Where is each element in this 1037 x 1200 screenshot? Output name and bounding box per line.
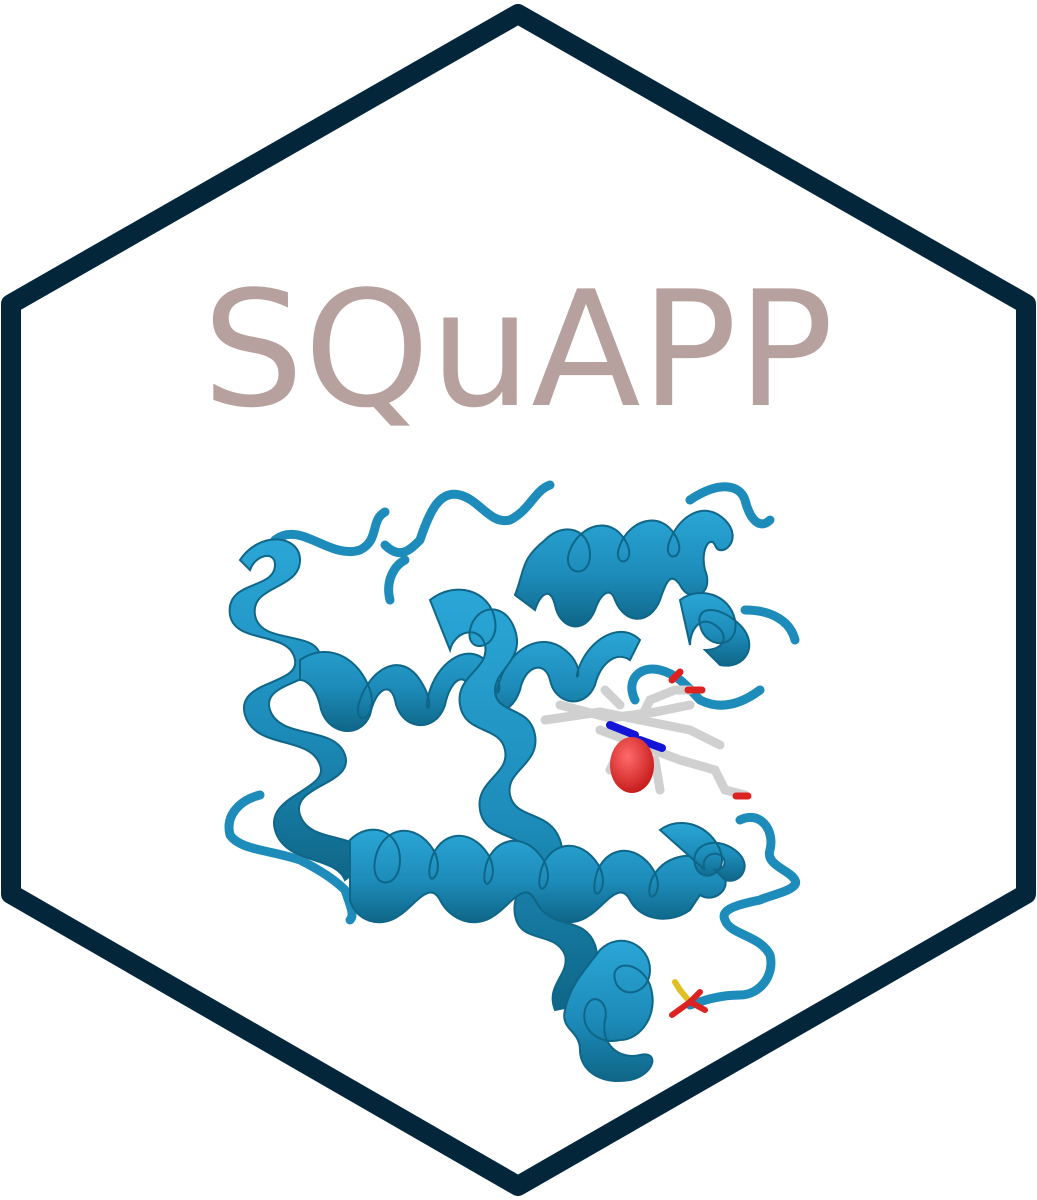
logo-title: SQuAPP <box>202 256 833 443</box>
heme-ligand-icon <box>540 668 752 800</box>
hexagon-border <box>1 4 1036 1196</box>
protein-ribbon-icon <box>224 480 800 1082</box>
sulfate-icon <box>669 979 708 1018</box>
oxygen-atom <box>610 737 654 793</box>
